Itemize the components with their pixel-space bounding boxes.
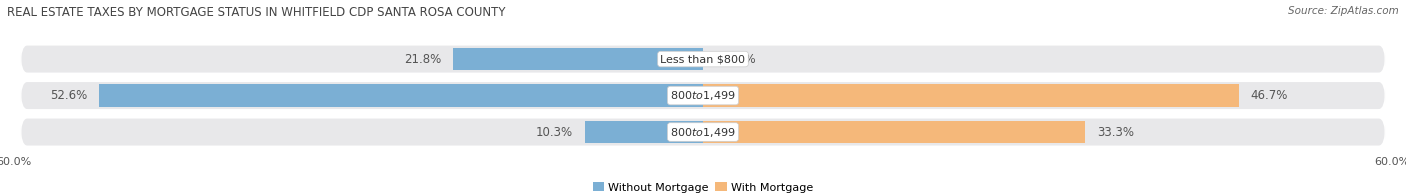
FancyBboxPatch shape <box>21 82 1385 109</box>
Text: 21.8%: 21.8% <box>404 53 441 66</box>
Text: 46.7%: 46.7% <box>1251 89 1288 102</box>
Text: REAL ESTATE TAXES BY MORTGAGE STATUS IN WHITFIELD CDP SANTA ROSA COUNTY: REAL ESTATE TAXES BY MORTGAGE STATUS IN … <box>7 6 506 19</box>
Bar <box>703 84 1239 107</box>
Bar <box>453 48 703 70</box>
Bar <box>585 121 703 143</box>
Text: $800 to $1,499: $800 to $1,499 <box>671 126 735 138</box>
Text: Source: ZipAtlas.com: Source: ZipAtlas.com <box>1288 6 1399 16</box>
Text: 10.3%: 10.3% <box>536 126 574 138</box>
Text: 52.6%: 52.6% <box>51 89 87 102</box>
Text: $800 to $1,499: $800 to $1,499 <box>671 89 735 102</box>
Legend: Without Mortgage, With Mortgage: Without Mortgage, With Mortgage <box>588 178 818 195</box>
FancyBboxPatch shape <box>21 46 1385 73</box>
Bar <box>98 84 703 107</box>
Bar <box>703 121 1085 143</box>
Text: Less than $800: Less than $800 <box>661 54 745 64</box>
Text: 0.0%: 0.0% <box>725 53 755 66</box>
Text: 33.3%: 33.3% <box>1097 126 1133 138</box>
FancyBboxPatch shape <box>21 119 1385 145</box>
